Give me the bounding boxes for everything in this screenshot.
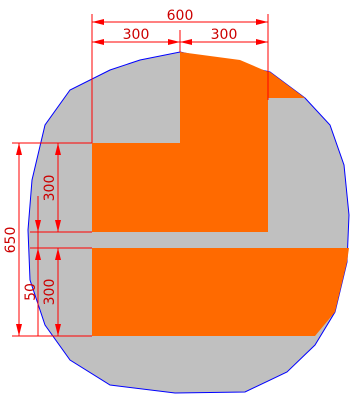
dim-total-height: 650 — [3, 227, 19, 254]
vertical-arrowheads — [16, 143, 61, 336]
vertical-dimensions — [12, 142, 92, 337]
dim-left-width: 300 — [123, 27, 150, 43]
horizontal-arrowheads — [92, 19, 268, 45]
lower-section — [92, 248, 349, 336]
upper-l-shaped-block — [92, 52, 268, 232]
dim-upper-height: 300 — [42, 175, 58, 202]
dim-right-width: 300 — [211, 27, 238, 43]
dim-total-width: 600 — [167, 8, 194, 24]
dim-gap-height: 50 — [23, 283, 39, 301]
dim-lower-height: 300 — [42, 279, 58, 306]
